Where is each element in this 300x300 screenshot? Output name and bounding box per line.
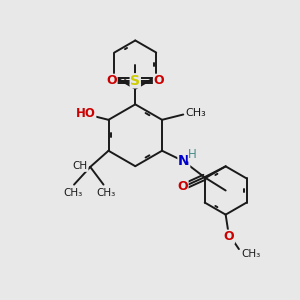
Text: CH: CH — [73, 161, 88, 171]
Text: O: O — [224, 230, 235, 243]
Text: H: H — [188, 148, 197, 161]
Text: O: O — [106, 74, 117, 87]
Text: S: S — [130, 74, 140, 88]
Text: O: O — [177, 181, 188, 194]
Text: CH₃: CH₃ — [242, 249, 261, 259]
Text: HO: HO — [76, 106, 96, 119]
Text: CH₃: CH₃ — [63, 188, 82, 198]
Text: N: N — [178, 154, 190, 168]
Text: CH₃: CH₃ — [96, 188, 116, 198]
Text: O: O — [154, 74, 164, 87]
Text: CH₃: CH₃ — [186, 108, 206, 118]
